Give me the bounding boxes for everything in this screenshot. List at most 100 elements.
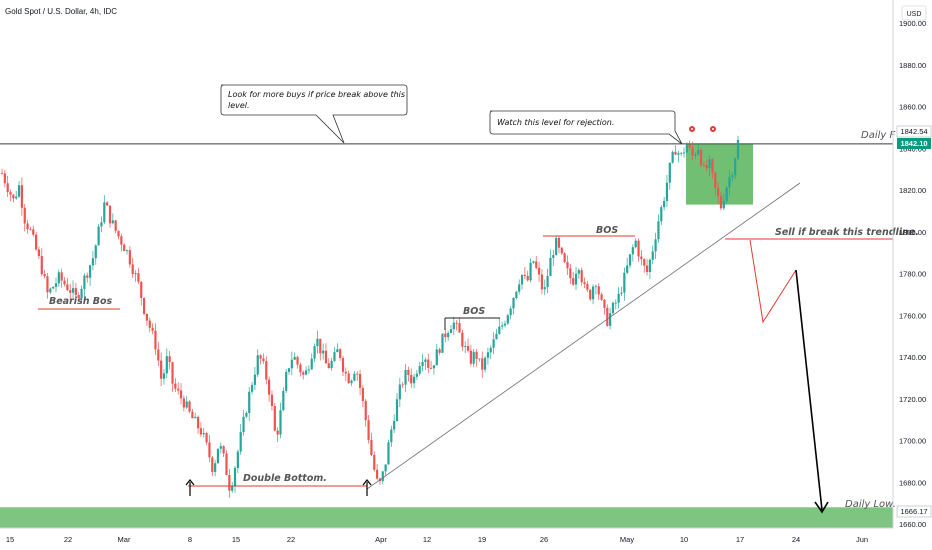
buy-callout[interactable]: Look for more buys if price break above … bbox=[220, 84, 408, 144]
rejection-marker-2 bbox=[710, 126, 716, 132]
candle-body bbox=[26, 223, 29, 230]
candle-body bbox=[705, 165, 708, 169]
daily-low-label: Daily Low. bbox=[845, 499, 896, 510]
candle-body bbox=[549, 257, 552, 276]
candle-body bbox=[617, 293, 620, 303]
candle-body bbox=[248, 391, 251, 413]
symbol-title[interactable]: Gold Spot / U.S. Dollar, 4h, IDC bbox=[5, 7, 117, 16]
candle-body bbox=[333, 352, 336, 361]
candle-body bbox=[515, 291, 518, 299]
candle-body bbox=[498, 326, 501, 334]
candle-body bbox=[495, 333, 498, 340]
candle-body bbox=[364, 400, 367, 421]
candle-body bbox=[356, 373, 359, 375]
current-price-badge bbox=[897, 138, 931, 149]
candle-body bbox=[199, 428, 203, 435]
candle-body bbox=[390, 429, 393, 443]
bos-label-1: BOS bbox=[463, 306, 485, 317]
candle-body bbox=[603, 299, 606, 308]
candle-body bbox=[435, 349, 438, 366]
time-axis[interactable]: 15 22 Mar 8 15 22 Apr 12 19 26 May 10 17 24 Jun bbox=[0, 527, 893, 544]
candle-body bbox=[722, 201, 725, 209]
candle-body bbox=[57, 272, 60, 284]
candle-body bbox=[478, 358, 481, 360]
candle-body bbox=[20, 185, 23, 208]
candle-body bbox=[171, 362, 174, 384]
candle-body bbox=[162, 373, 166, 379]
candle-body bbox=[52, 286, 55, 289]
candle-body bbox=[35, 234, 38, 250]
candle-body bbox=[560, 247, 563, 254]
candle-body bbox=[142, 297, 146, 314]
rejection-callout[interactable]: Watch this level for rejection. bbox=[489, 110, 683, 145]
price-tick-2: 1700.00 bbox=[899, 437, 926, 446]
bearish-bos-label: Bearish Bos bbox=[49, 296, 113, 307]
candle-body bbox=[609, 313, 612, 326]
candle-body bbox=[339, 349, 342, 359]
candle-body bbox=[282, 390, 285, 411]
candles bbox=[0, 135, 740, 498]
candle-body bbox=[125, 250, 129, 252]
candle-body bbox=[196, 416, 200, 429]
candle-body bbox=[648, 259, 652, 273]
candle-body bbox=[640, 256, 643, 260]
candle-body bbox=[424, 359, 427, 363]
candle-body bbox=[663, 200, 666, 208]
upper-price-text: 1842.54 bbox=[900, 127, 927, 136]
candle-body bbox=[233, 467, 237, 487]
candle-body bbox=[412, 376, 416, 384]
candle-body bbox=[734, 158, 737, 176]
candle-body bbox=[165, 356, 168, 374]
candle-body bbox=[557, 237, 561, 248]
candle-body bbox=[250, 384, 254, 392]
candle-body bbox=[461, 332, 464, 347]
currency-badge[interactable] bbox=[901, 5, 927, 21]
ascending-trendline bbox=[366, 182, 801, 490]
candle-body bbox=[728, 177, 731, 188]
candle-body bbox=[131, 264, 134, 274]
candle-body bbox=[350, 380, 353, 384]
candle-body bbox=[410, 375, 413, 384]
candle-body bbox=[128, 250, 131, 265]
buy-callout-line-2: level. bbox=[228, 101, 250, 110]
candle-body bbox=[0, 173, 4, 175]
candle-body bbox=[589, 289, 592, 300]
sell-note-label: Sell if break this trendline. bbox=[775, 227, 919, 238]
candle-body bbox=[168, 356, 171, 363]
candle-body bbox=[74, 288, 77, 296]
candle-body bbox=[341, 358, 345, 372]
candle-body bbox=[148, 320, 151, 328]
price-axis[interactable]: USD 1660.001680.001700.001720.001740.001… bbox=[892, 0, 932, 529]
candle-body bbox=[304, 370, 308, 375]
candle-body bbox=[228, 474, 231, 491]
candle-body bbox=[9, 192, 12, 195]
candle-body bbox=[685, 144, 688, 153]
up-arrow-right bbox=[362, 479, 372, 496]
candle-body bbox=[117, 230, 120, 237]
candle-body bbox=[637, 240, 640, 257]
candle-body bbox=[543, 287, 546, 290]
candle-body bbox=[322, 350, 325, 354]
candle-body bbox=[427, 359, 430, 368]
candle-body bbox=[677, 153, 680, 155]
candle-body bbox=[296, 356, 299, 365]
candle-body bbox=[537, 267, 541, 275]
candle-body bbox=[83, 275, 86, 289]
candle-body bbox=[714, 172, 717, 189]
candle-body bbox=[245, 412, 248, 417]
candle-body bbox=[492, 339, 495, 348]
candle-body bbox=[711, 159, 714, 173]
candle-body bbox=[202, 433, 205, 435]
candle-body bbox=[49, 288, 52, 293]
projection-arrowhead bbox=[814, 501, 829, 514]
candle-body bbox=[211, 457, 214, 472]
candle-body bbox=[106, 202, 109, 206]
plot-area[interactable] bbox=[0, 0, 893, 528]
candle-body bbox=[447, 332, 450, 338]
candle-body bbox=[103, 202, 106, 223]
candle-body bbox=[651, 251, 654, 260]
candle-body bbox=[643, 259, 646, 266]
candle-body bbox=[154, 330, 157, 350]
candle-body bbox=[736, 140, 740, 159]
